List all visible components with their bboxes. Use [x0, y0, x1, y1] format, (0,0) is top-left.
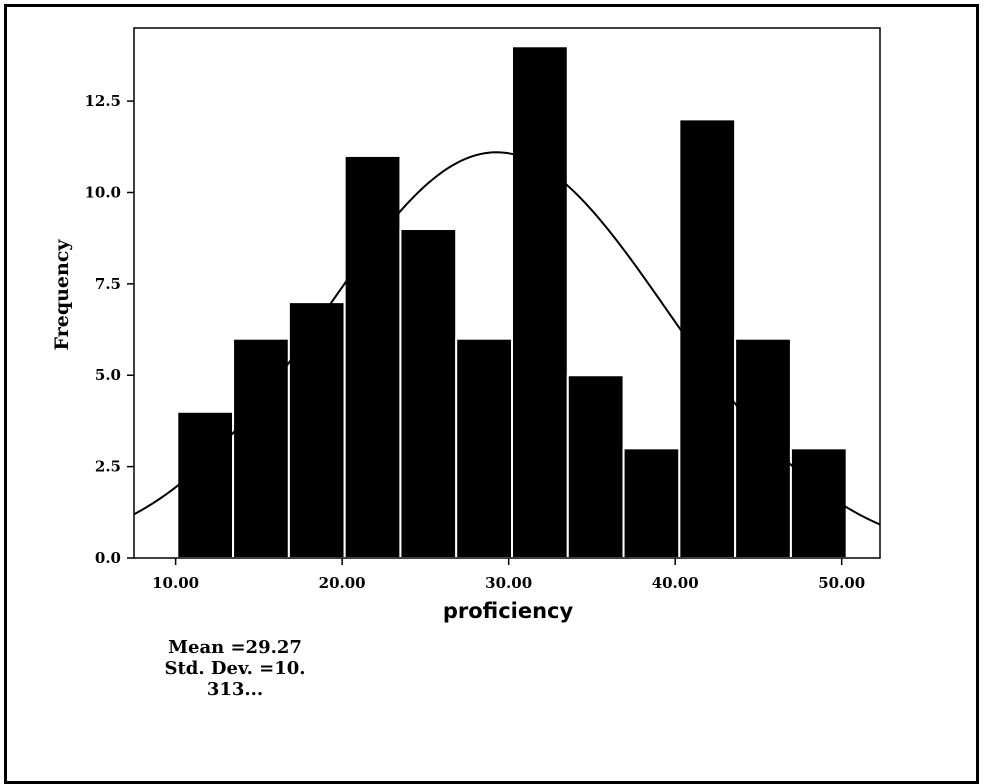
histogram-bar [343, 154, 402, 559]
y-tick-label: 12.5 [84, 92, 121, 110]
histogram-bar [622, 447, 681, 559]
std-dev-text-continued: 313... [206, 679, 264, 700]
std-dev-text: Std. Dev. =10. [164, 658, 306, 679]
statistics-summary: Mean =29.27 Std. Dev. =10. 313... [150, 637, 320, 700]
plot-area-border [133, 27, 881, 559]
y-axis-label: Frequency [51, 239, 73, 351]
y-tick-label: 2.5 [95, 458, 121, 476]
x-axis-label: proficiency [443, 599, 574, 623]
histogram-bar [510, 45, 569, 560]
x-tick-label: 20.00 [319, 574, 366, 592]
y-axis-ticks: 0.0 2.5 5.0 7.5 10.0 12.5 [84, 92, 134, 567]
histogram-bar [455, 337, 513, 560]
histogram-bar [678, 118, 737, 560]
x-tick-label: 40.00 [652, 574, 699, 592]
x-axis-ticks: 10.00 20.00 30.00 40.00 50.00 [152, 558, 865, 592]
histogram-bars [176, 45, 848, 560]
histogram-bar [566, 374, 625, 560]
y-tick-label: 7.5 [95, 275, 121, 293]
y-tick-label: 10.0 [84, 183, 121, 201]
histogram-bar [287, 301, 346, 560]
histogram-bar [734, 337, 792, 560]
y-tick-label: 5.0 [95, 366, 121, 384]
histogram-bar [232, 337, 290, 560]
x-tick-label: 50.00 [818, 574, 865, 592]
normal-curve [133, 151, 881, 526]
histogram-bar [176, 410, 235, 559]
x-tick-label: 10.00 [152, 574, 199, 592]
histogram-bar [399, 228, 458, 559]
y-tick-label: 0.0 [95, 549, 121, 567]
mean-text: Mean =29.27 [168, 637, 302, 658]
x-tick-label: 30.00 [485, 574, 532, 592]
